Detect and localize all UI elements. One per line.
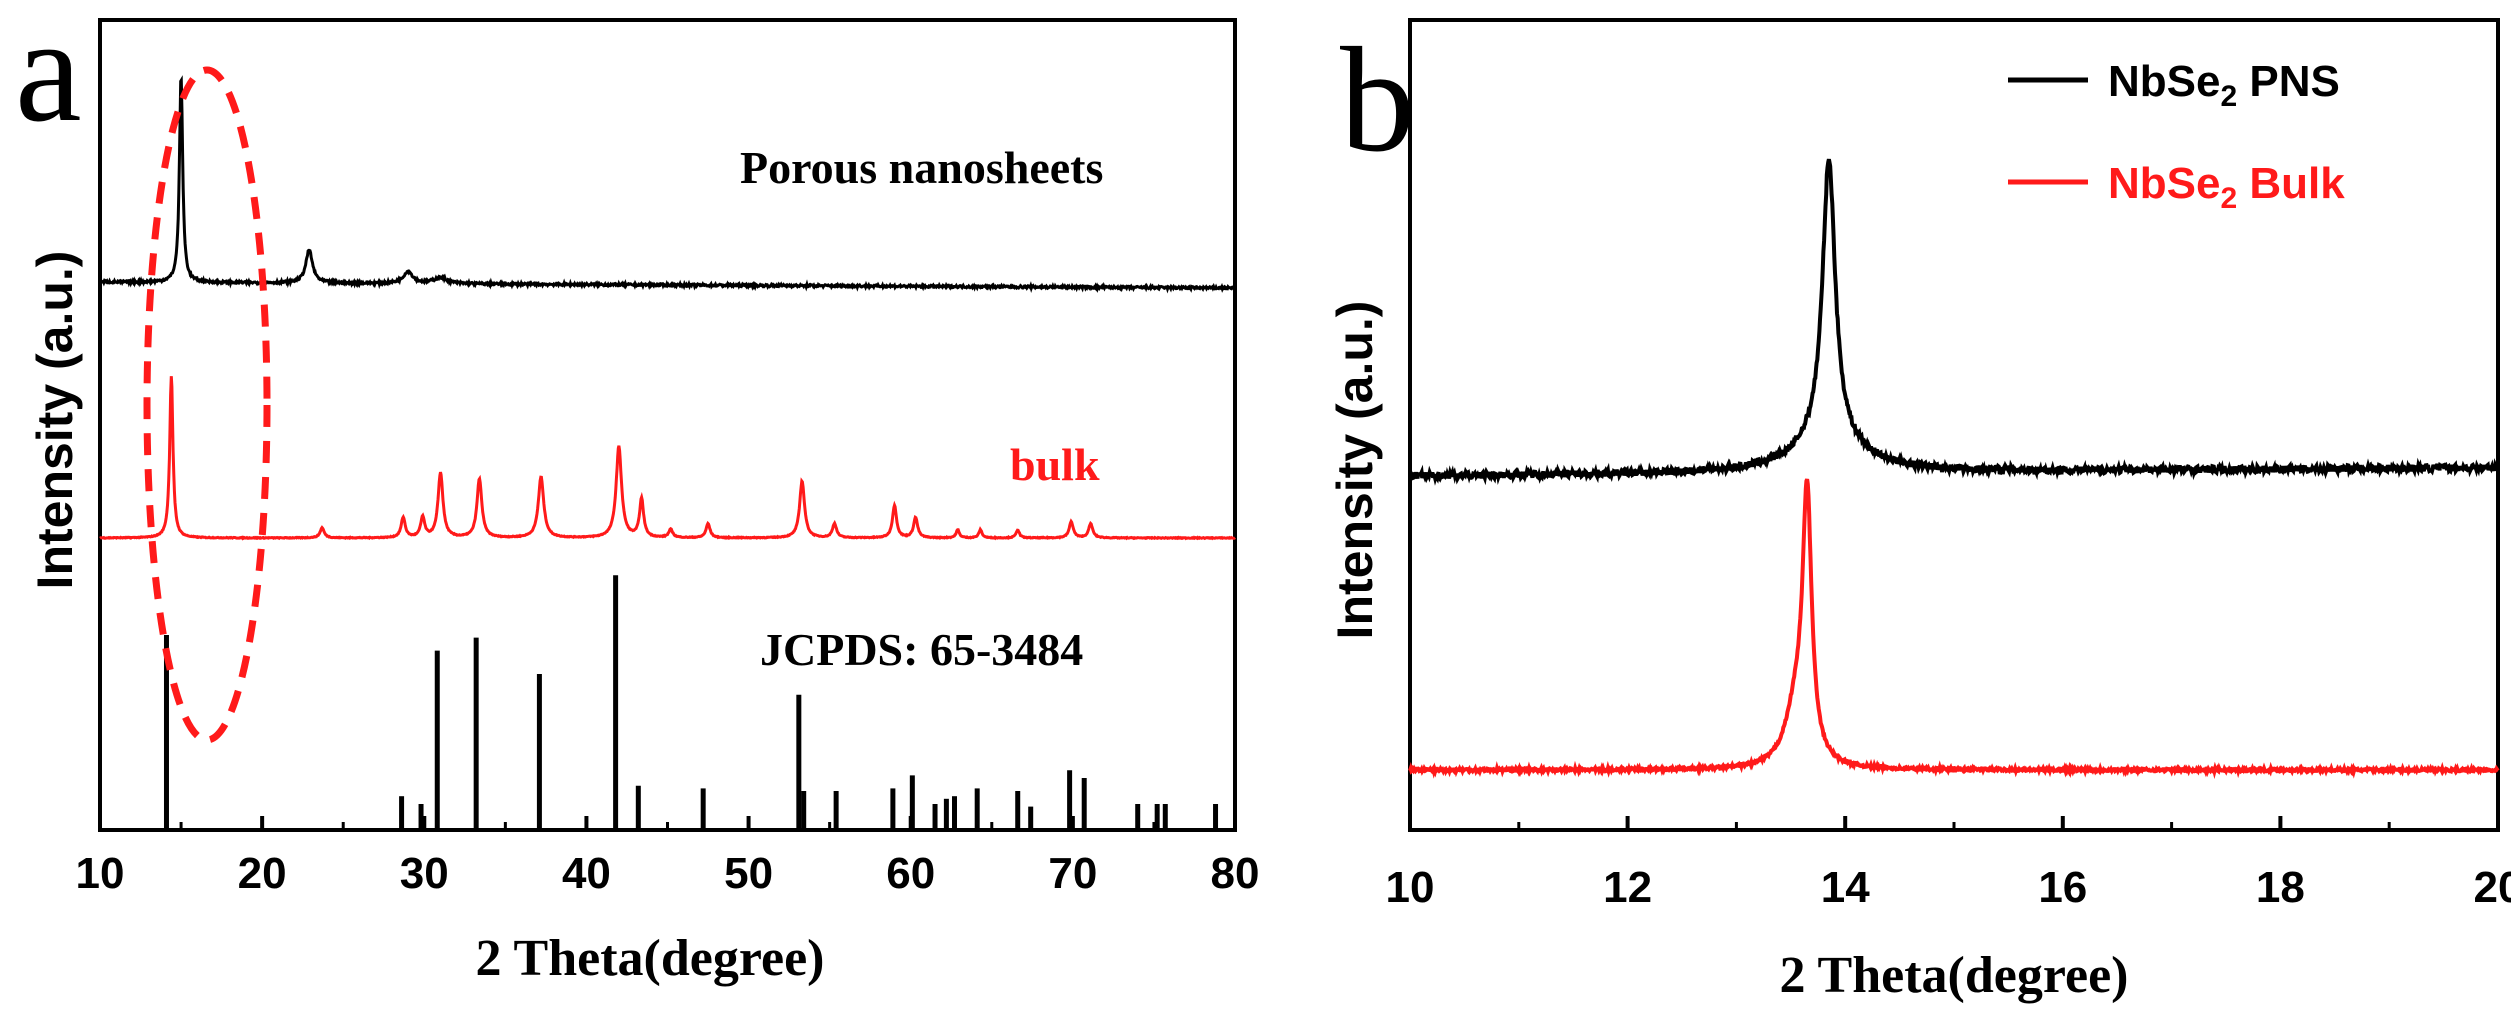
panel-label-b: b [1340,17,1415,183]
panel-a: a 10 20 30 40 50 60 70 80 Porous nanosheets bul… [15,0,1259,987]
legend: NbSe2 PNS NbSe2 Bulk [2008,57,2345,215]
series-bulk [99,376,1236,541]
panel-label-a: a [15,0,82,153]
panel-a-x-axis-label: 2 Theta(degree) [476,930,825,987]
x-tick-label: 80 [1211,849,1260,898]
legend-label-bulk: NbSe2 Bulk [2108,159,2345,215]
x-tick-label: 16 [2038,863,2087,912]
panel-b: b 10 12 14 16 18 20 NbSe2 PNS NbSe2 Bulk Inte… [1327,17,2511,1004]
x-tick-label: 14 [1821,863,1870,912]
x-tick-label: 60 [886,849,935,898]
x-tick-label: 10 [1386,863,1435,912]
x-tick-label: 30 [400,849,449,898]
x-tick-label: 20 [2474,863,2511,912]
highlight-ellipse [143,66,271,744]
panel-b-series [1408,158,2500,780]
x-tick-label: 12 [1603,863,1652,912]
series-nbse2-pns [1408,158,2500,486]
x-tick-label: 20 [238,849,287,898]
series-porous-nanosheets [98,75,1236,294]
panel-a-series [98,75,1236,541]
annotation-jcpds: JCPDS: 65-3484 [760,624,1083,675]
legend-label-pns: NbSe2 PNS [2108,57,2340,113]
series-nbse2-bulk [1408,478,2500,780]
annotation-bulk: bulk [1010,439,1100,490]
panel-a-x-ticks: 10 20 30 40 50 60 70 80 [76,816,1260,898]
x-tick-label: 40 [562,849,611,898]
panel-b-x-ticks: 10 12 14 16 18 20 [1386,816,2511,912]
x-tick-label: 70 [1048,849,1097,898]
panel-a-reference-sticks [163,575,1219,830]
annotation-porous-nanosheets: Porous nanosheets [740,142,1103,193]
x-tick-label: 50 [724,849,773,898]
x-tick-label: 10 [76,849,125,898]
panel-b-x-axis-label: 2 Theta(degree) [1780,947,2129,1004]
panel-b-y-axis-label: Intensity (a.u.) [1327,301,1383,640]
panel-a-y-axis-label: Intensity (a.u.) [27,251,83,590]
panel-b-axes-frame [1408,18,2500,832]
x-tick-label: 18 [2256,863,2305,912]
